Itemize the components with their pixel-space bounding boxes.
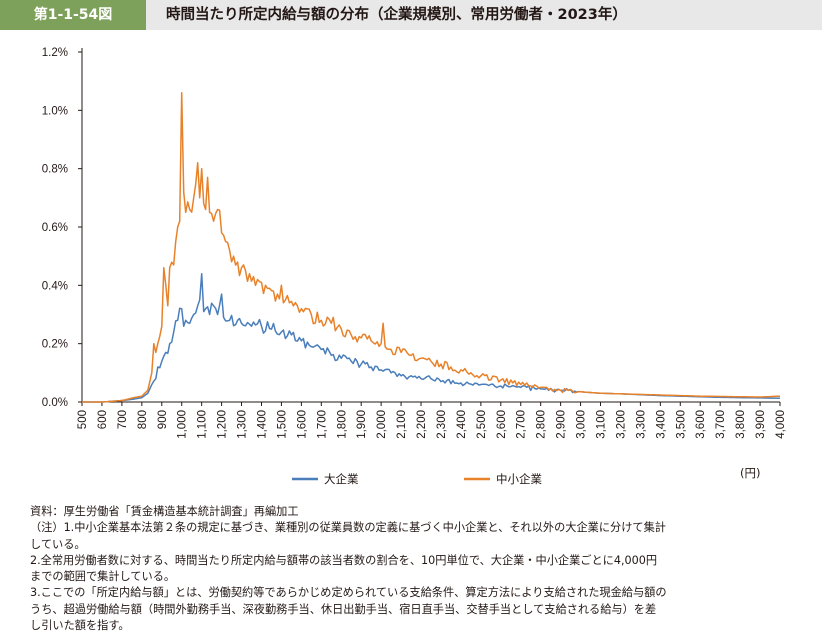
x-tick-label: 1,400 — [256, 410, 268, 439]
x-tick-label: 700 — [117, 410, 129, 429]
x-tick-label: 2,200 — [416, 410, 428, 439]
x-tick-label: 3,400 — [655, 410, 667, 439]
y-tick-label: 1.2% — [42, 47, 68, 59]
y-tick-label: 0.2% — [42, 339, 68, 351]
note-2-cont: までの範囲で集計している。 — [30, 570, 176, 584]
x-tick-label: 1,700 — [316, 410, 328, 439]
x-tick-label: 3,300 — [635, 410, 647, 439]
x-tick-label: 2,000 — [376, 410, 388, 439]
x-tick-label: 500 — [77, 410, 89, 429]
legend-label-large-enterprise: 大企業 — [324, 472, 359, 486]
figure-title: 時間当たり所定内給与額の分布（企業規模別、常用労働者・2023年） — [166, 7, 627, 23]
x-tick-label: 2,300 — [436, 410, 448, 439]
x-tick-label: 2,500 — [476, 410, 488, 439]
x-tick-label: 1,200 — [217, 410, 229, 439]
x-tick-label: 1,100 — [197, 410, 209, 439]
x-tick-label: 800 — [137, 410, 149, 429]
x-tick-label: 3,200 — [615, 410, 627, 439]
x-tick-label: 1,600 — [296, 410, 308, 439]
x-tick-label: 2,700 — [516, 410, 528, 439]
x-tick-label: 1,500 — [276, 410, 288, 439]
x-tick-label: 3,900 — [755, 410, 767, 439]
notes-block: 資料：厚生労働省「賃金構造基本統計調査」再編加工 （注）1.中小企業基本法第２条… — [30, 504, 800, 634]
note-3-cont2: し引いた額を指す。 — [30, 619, 130, 633]
figure-title-bar: 時間当たり所定内給与額の分布（企業規模別、常用労働者・2023年） — [146, 0, 822, 30]
y-tick-label: 0.0% — [42, 397, 68, 409]
y-tick-label: 0.4% — [42, 280, 68, 292]
x-tick-label: 3,500 — [675, 410, 687, 439]
y-tick-label: 1.0% — [42, 105, 68, 117]
line-chart: 0.0% 0.2% 0.4% 0.6% 0.8% 1.0% 1.2% 500 600 700 800… — [42, 47, 787, 486]
series-line-sme — [82, 92, 781, 403]
figure-header: 第1-1-54図 時間当たり所定内給与額の分布（企業規模別、常用労働者・2023… — [0, 0, 822, 30]
x-tick-label: 4,000 — [775, 410, 787, 439]
x-tick-label: 600 — [97, 410, 109, 429]
series-line-large-enterprise — [82, 272, 780, 403]
note-1-cont: している。 — [30, 537, 86, 551]
x-unit-label: (円) — [740, 466, 760, 480]
x-tick-label: 2,400 — [456, 410, 468, 439]
x-tick-label: 3,700 — [715, 410, 727, 439]
legend-label-sme: 中小企業 — [496, 472, 542, 486]
x-tick-label: 1,300 — [237, 410, 249, 439]
x-tick-label: 3,600 — [695, 410, 707, 439]
note-1: （注）1.中小企業基本法第２条の規定に基づき、業種別の従業員数の定義に基づく中小… — [30, 521, 666, 535]
figure-label: 第1-1-54図 — [0, 0, 146, 30]
x-tick-label: 2,600 — [496, 410, 508, 439]
x-tick-label: 3,000 — [576, 410, 588, 439]
x-tick-label: 1,800 — [336, 410, 348, 439]
x-tick-label: 1,900 — [356, 410, 368, 439]
note-3-cont: うち、超過労働給与額（時間外勤務手当、深夜勤務手当、休日出勤手当、宿日直手当、交… — [30, 602, 657, 616]
x-tick-label: 2,800 — [536, 410, 548, 439]
x-tick-label: 3,100 — [596, 410, 608, 439]
x-tick-label: 3,800 — [735, 410, 747, 439]
x-tick-label: 2,100 — [396, 410, 408, 439]
note-3: 3.ここでの「所定内給与額」とは、労働契約等であらかじめ定められている支給条件、… — [30, 586, 667, 600]
source-note: 資料：厚生労働省「賃金構造基本統計調査」再編加工 — [30, 505, 299, 518]
y-tick-label: 0.6% — [42, 222, 68, 234]
note-2: 2.全常用労働者数に対する、時間当たり所定内給与額帯の該当者数の割合を、10円単… — [30, 553, 658, 567]
x-tick-label: 1,000 — [177, 410, 189, 439]
x-tick-label: 2,900 — [556, 410, 568, 439]
x-tick-label: 900 — [157, 410, 169, 429]
y-tick-label: 0.8% — [42, 164, 68, 176]
